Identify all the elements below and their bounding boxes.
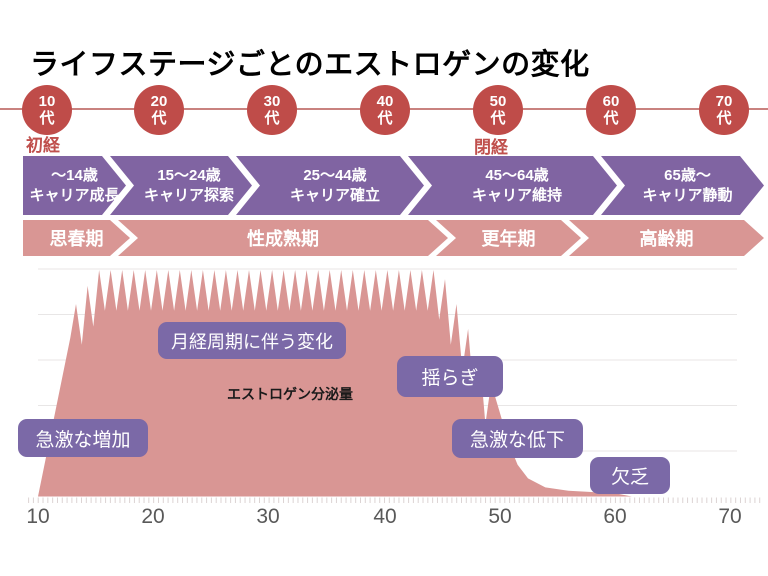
timeline-decade-30s: 30 代 [247,85,297,135]
career-stage-1: 〜14歳 キャリア成長 [23,156,126,215]
decade-suffix: 代 [603,110,619,127]
decade-number: 70 [715,93,733,110]
x-axis-label-70: 70 [718,505,742,528]
x-axis-label-20: 20 [141,505,165,528]
life-chevron-maturity [118,220,448,256]
annotation-rapid-increase: 急激な増加 [18,419,148,457]
life-chevron-menopause [436,220,581,256]
career-chevron-growth [23,156,126,215]
timeline-decade-50s: 50 代 [473,85,523,135]
career-chevron-disengagement [601,156,764,215]
life-stage-puberty: 思春期 [49,229,104,249]
page-title: ライフステージごとのエストロゲンの変化 [30,49,590,82]
career-stage: キャリア探索 [143,186,234,204]
career-age: 45〜64歳 [485,166,549,184]
x-axis-label-60: 60 [603,505,627,528]
career-age: 15〜24歳 [157,166,221,184]
menopause-label: 閉経 [474,138,508,157]
decade-number: 50 [489,93,507,110]
decade-suffix: 代 [490,110,506,127]
decade-suffix: 代 [39,110,55,127]
decade-number: 30 [263,93,281,110]
decade-number: 20 [150,93,168,110]
life-stage-menopause: 更年期 [481,229,536,249]
timeline-decade-60s: 60 代 [586,85,636,135]
life-stage-band [23,220,764,256]
decade-suffix: 代 [151,110,167,127]
decade-number: 10 [38,93,56,110]
annotation-menstrual-cycle-change: 月経周期に伴う変化 [158,322,346,359]
life-stage-senior: 高齢期 [639,229,694,249]
life-chevron-puberty [23,220,130,256]
career-stage: キャリア静動 [642,186,733,204]
decade-number: 40 [376,93,394,110]
decade-suffix: 代 [264,110,280,127]
career-stage-3: 25〜44歳 キャリア確立 [260,156,410,215]
career-stage: キャリア維持 [471,186,562,204]
annotation-deficiency: 欠乏 [590,457,670,494]
career-stage: キャリア確立 [289,186,380,204]
timeline-decade-70s: 70 代 [699,85,749,135]
x-axis-label-40: 40 [373,505,397,528]
x-axis-label-30: 30 [256,505,280,528]
career-stage-2: 15〜24歳 キャリア探索 [134,156,244,215]
career-stage-4: 45〜64歳 キャリア維持 [432,156,602,215]
timeline-decade-10s: 10 代 [22,85,72,135]
series-label: エストロゲン分泌量 [227,386,353,402]
x-axis-label-50: 50 [488,505,512,528]
timeline-decade-20s: 20 代 [134,85,184,135]
decade-suffix: 代 [716,110,732,127]
career-age: 65歳〜 [664,166,711,184]
career-chevron-exploration [110,156,252,215]
x-axis-label-10: 10 [26,505,50,528]
menarche-label: 初経 [26,136,60,155]
career-stage-band [23,156,764,215]
career-chevron-maintenance [408,156,617,215]
life-chevron-senior [569,220,764,256]
career-age: 25〜44歳 [303,166,367,184]
career-age: 〜14歳 [51,166,98,184]
career-chevron-establishment [236,156,424,215]
career-stage-5: 65歳〜 キャリア静動 [625,156,750,215]
decade-number: 60 [602,93,620,110]
decade-suffix: 代 [377,110,393,127]
life-stage-maturity: 性成熟期 [247,229,319,249]
annotation-rapid-decline: 急激な低下 [452,419,583,458]
career-stage: キャリア成長 [29,186,120,204]
timeline-decade-40s: 40 代 [360,85,410,135]
annotation-fluctuation: 揺らぎ [397,356,503,397]
